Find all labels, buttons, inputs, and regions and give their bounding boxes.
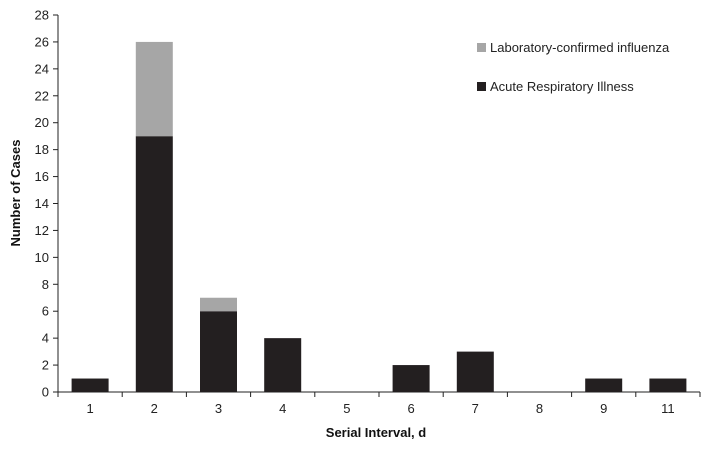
x-tick-label: 8 xyxy=(536,401,543,416)
x-tick-label: 3 xyxy=(215,401,222,416)
bar-acute-respiratory-illness-11 xyxy=(649,378,687,392)
y-tick-label: 16 xyxy=(35,169,49,184)
x-ticks: 1 2 3 4 5 6 7 8 9 11 xyxy=(57,392,701,416)
x-axis-title: Serial Interval, d xyxy=(326,425,426,440)
legend: Laboratory-confirmed influenza Acute Res… xyxy=(477,40,670,94)
y-tick-label: 20 xyxy=(35,115,49,130)
y-tick-label: 0 xyxy=(42,385,49,400)
bar-acute-respiratory-illness-6 xyxy=(392,365,430,392)
legend-label-ari: Acute Respiratory Illness xyxy=(490,79,634,94)
y-tick-label: 24 xyxy=(35,61,49,76)
x-tick-label: 4 xyxy=(279,401,286,416)
bar-acute-respiratory-illness-2 xyxy=(135,136,173,392)
y-tick-label: 14 xyxy=(35,196,49,211)
y-tick-label: 4 xyxy=(42,331,49,346)
y-tick-label: 10 xyxy=(35,250,49,265)
y-tick-label: 8 xyxy=(42,277,49,292)
x-tick-label: 6 xyxy=(407,401,414,416)
x-tick-label: 1 xyxy=(86,401,93,416)
legend-label-influenza: Laboratory-confirmed influenza xyxy=(490,40,670,55)
bar-acute-respiratory-illness-9 xyxy=(585,378,623,392)
y-tick-label: 12 xyxy=(35,223,49,238)
bar-laboratory-confirmed-influenza-2 xyxy=(135,41,173,137)
bar-acute-respiratory-illness-7 xyxy=(456,351,494,392)
y-axis-title: Number of Cases xyxy=(8,140,23,247)
bar-laboratory-confirmed-influenza-3 xyxy=(200,297,237,312)
bars xyxy=(71,41,687,392)
y-tick-label: 6 xyxy=(42,304,49,319)
y-tick-label: 2 xyxy=(42,358,49,373)
x-tick-label: 9 xyxy=(600,401,607,416)
y-tick-label: 18 xyxy=(35,142,49,157)
y-tick-label: 28 xyxy=(35,8,49,23)
bar-acute-respiratory-illness-4 xyxy=(264,338,302,392)
y-tick-label: 26 xyxy=(35,34,49,49)
x-tick-label: 7 xyxy=(472,401,479,416)
legend-swatch-ari xyxy=(477,82,486,91)
x-tick-label: 5 xyxy=(343,401,350,416)
y-tick-label: 22 xyxy=(35,88,49,103)
bar-acute-respiratory-illness-3 xyxy=(200,311,237,392)
legend-swatch-influenza xyxy=(477,43,486,52)
x-tick-label: 2 xyxy=(151,401,158,416)
x-tick-label: 11 xyxy=(661,401,675,416)
bar-acute-respiratory-illness-1 xyxy=(71,378,109,392)
